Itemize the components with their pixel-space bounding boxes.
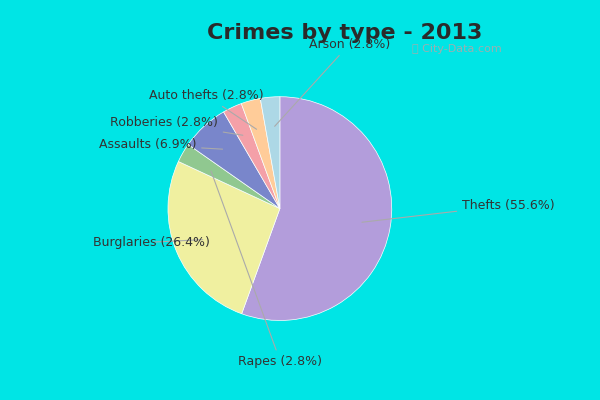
Wedge shape <box>178 144 280 208</box>
Wedge shape <box>188 112 280 208</box>
Wedge shape <box>168 162 280 314</box>
Text: Thefts (55.6%): Thefts (55.6%) <box>362 199 555 222</box>
Text: Arson (2.8%): Arson (2.8%) <box>275 38 390 126</box>
Text: Crimes by type - 2013: Crimes by type - 2013 <box>207 23 482 43</box>
Text: Robberies (2.8%): Robberies (2.8%) <box>110 116 243 135</box>
Wedge shape <box>242 97 392 320</box>
Text: ⓘ City-Data.com: ⓘ City-Data.com <box>412 44 502 54</box>
Wedge shape <box>224 104 280 208</box>
Text: Auto thefts (2.8%): Auto thefts (2.8%) <box>149 89 263 129</box>
Text: Rapes (2.8%): Rapes (2.8%) <box>211 171 322 368</box>
Text: Burglaries (26.4%): Burglaries (26.4%) <box>93 236 210 249</box>
Wedge shape <box>241 98 280 208</box>
Wedge shape <box>260 97 280 208</box>
Text: Assaults (6.9%): Assaults (6.9%) <box>98 138 223 151</box>
